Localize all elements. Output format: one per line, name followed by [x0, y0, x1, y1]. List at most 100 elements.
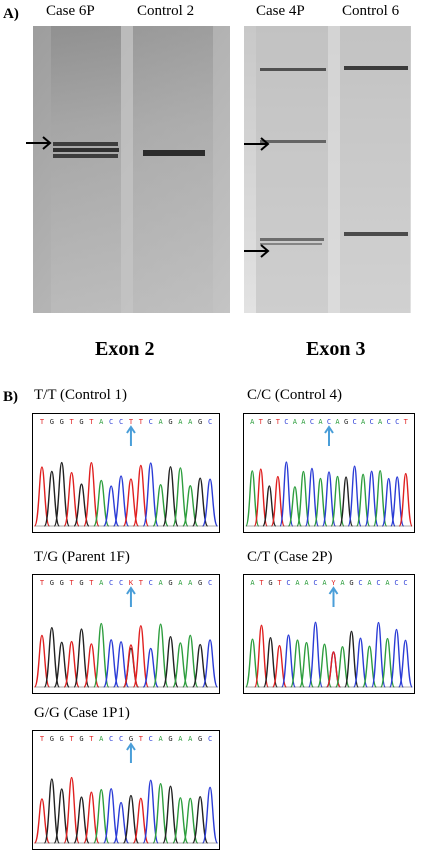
gel-image-exon-3 [244, 26, 411, 313]
sequence-base: C [376, 579, 380, 587]
trace-peak [296, 470, 311, 527]
sequence-base: A [340, 579, 345, 587]
sequence-base: G [129, 735, 133, 743]
sequence-base: C [370, 418, 374, 426]
band [344, 232, 408, 236]
trace-peak [398, 639, 413, 688]
trace-peak [398, 472, 413, 527]
sequence-base: T [139, 579, 144, 587]
sequence-base: T [89, 735, 94, 743]
sequence-base: C [286, 579, 290, 587]
sequence-base: A [250, 579, 255, 587]
trace-peak [63, 640, 80, 688]
band [143, 150, 205, 156]
sequence-base: G [168, 418, 172, 426]
trace-peak [347, 465, 362, 527]
arrow-icon [26, 136, 52, 150]
trace-peak [172, 642, 189, 688]
trace-peak [43, 627, 60, 688]
trace-peak [371, 621, 386, 688]
sequence-base: T [139, 735, 144, 743]
trace-peak [380, 637, 395, 688]
sequence-base: C [352, 418, 356, 426]
sequence-base: T [139, 418, 144, 426]
sequence-base: A [188, 418, 193, 426]
sequence-base: A [159, 418, 164, 426]
sequence-base: C [149, 735, 153, 743]
trace-peak [172, 797, 189, 844]
sequence-base: G [198, 579, 202, 587]
sequence-base: T [70, 418, 75, 426]
sequence-base: A [378, 418, 383, 426]
sequence-base: C [284, 418, 288, 426]
trace-peak [326, 651, 341, 688]
sequence-base: T [89, 418, 94, 426]
trace-peak [330, 475, 345, 527]
sequence-base: A [178, 418, 183, 426]
trace-peak [73, 796, 90, 844]
lane-label-control-6: Control 6 [342, 3, 400, 19]
trace-peak [253, 468, 268, 527]
trace-peak [389, 628, 404, 688]
sequence-base: C [119, 735, 123, 743]
trace-peak [112, 801, 130, 844]
sequence-base: A [159, 579, 164, 587]
sequence-base: A [178, 735, 183, 743]
trace-peak [43, 778, 60, 844]
band [260, 68, 326, 71]
lane-label-case-4p: Case 4P [256, 3, 305, 19]
band [260, 140, 326, 143]
trace-peak [83, 461, 100, 527]
trace-peak [112, 475, 130, 527]
trace-peak [201, 478, 219, 527]
sequence-base: C [109, 418, 113, 426]
sequence-base: A [188, 735, 193, 743]
arrow-icon [244, 137, 270, 151]
sequence-base: G [60, 735, 64, 743]
trace-peak [201, 639, 219, 688]
exon-2-title: Exon 2 [95, 338, 155, 360]
trace-peak [93, 479, 110, 527]
panel-b-label: B) [3, 389, 18, 405]
sequence-base: A [385, 579, 390, 587]
trace-peak [162, 466, 179, 527]
chromatogram-title-control-1: T/T (Control 1) [34, 387, 128, 403]
trace-peak [201, 786, 219, 844]
trace-peak [83, 791, 100, 844]
trace-peak [317, 643, 332, 688]
sequence-base: C [310, 418, 314, 426]
sequence-base: T [129, 418, 134, 426]
trace-peak [364, 470, 379, 527]
lane-label-control-2: Control 2 [137, 3, 195, 19]
sequence-base: G [267, 418, 271, 426]
trace-peak [63, 776, 80, 844]
sequence-base: G [344, 418, 348, 426]
trace-peak [254, 624, 269, 688]
sequence-base: T [404, 418, 409, 426]
chromatogram-title-case-1p1: G/G (Case 1P1) [34, 705, 130, 721]
sequence-base: A [178, 579, 183, 587]
trace-peak [132, 464, 149, 527]
trace-peak [122, 478, 140, 527]
trace-peak [281, 634, 296, 688]
sequence-base: A [322, 579, 327, 587]
trace-peak [290, 639, 305, 688]
trace-peak [381, 477, 396, 527]
trace-peak [162, 635, 179, 688]
sequence-base: C [119, 418, 123, 426]
sequence-base: A [293, 418, 298, 426]
sequence-base: A [188, 579, 193, 587]
sequence-base: A [250, 418, 255, 426]
sequence-base: C [208, 735, 212, 743]
trace-peak [53, 788, 70, 844]
exon-3-title: Exon 3 [306, 338, 366, 360]
trace-peak [112, 641, 130, 688]
gel-image-exon-2 [33, 26, 230, 313]
sequence-base: T [259, 418, 264, 426]
sequence-base: C [109, 579, 113, 587]
sequence-base: T [70, 579, 75, 587]
sequence-base: G [50, 735, 54, 743]
sequence-base: G [79, 735, 83, 743]
